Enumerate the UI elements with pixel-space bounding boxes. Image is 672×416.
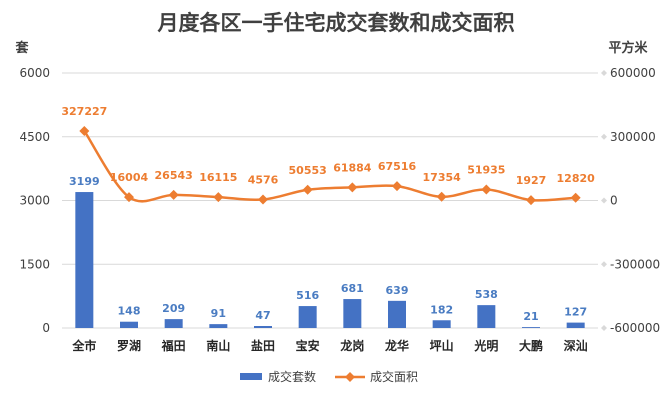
bar xyxy=(566,322,585,328)
bar xyxy=(298,306,317,328)
line-value-label: 17354 xyxy=(423,171,462,184)
line-point xyxy=(168,189,179,200)
line-point xyxy=(481,184,492,195)
left-axis-unit: 套 xyxy=(14,40,29,56)
legend-bar-label: 成交套数 xyxy=(268,369,316,384)
right-tick-marker xyxy=(601,133,607,140)
line-value-label: 1927 xyxy=(516,174,547,187)
right-tick-label: 600000 xyxy=(610,66,656,80)
bar xyxy=(343,299,362,328)
line-point xyxy=(347,182,358,193)
chart-title: 月度各区一手住宅成交套数和成交面积 xyxy=(157,11,515,35)
line-point xyxy=(526,195,536,206)
bar-value-label: 3199 xyxy=(69,175,100,188)
bar xyxy=(477,305,496,328)
line-point xyxy=(258,194,268,205)
bar-value-label: 21 xyxy=(523,310,538,323)
right-tick-marker xyxy=(601,70,607,76)
line-point xyxy=(436,191,447,202)
line-point xyxy=(392,181,402,192)
category-label: 龙华 xyxy=(385,338,409,353)
bar-value-label: 681 xyxy=(341,282,364,295)
category-label: 龙岗 xyxy=(340,338,364,353)
line-point xyxy=(124,192,134,203)
category-label: 盐田 xyxy=(251,338,275,353)
category-label: 罗湖 xyxy=(117,338,141,353)
bar xyxy=(254,326,272,328)
category-labels: 全市 罗湖 福田 南山 盐田 宝安 龙岗 龙华 坪山 光明 大鹏 深汕 xyxy=(71,338,587,353)
bar-value-label: 516 xyxy=(296,289,319,302)
category-label: 全市 xyxy=(71,338,96,353)
category-label: 深汕 xyxy=(564,338,588,353)
line-point xyxy=(570,192,581,203)
left-axis-ticks: 0 1500 3000 4500 6000 xyxy=(19,66,50,335)
line-value-label: 4576 xyxy=(248,174,279,187)
category-label: 南山 xyxy=(206,338,230,353)
category-label: 宝安 xyxy=(296,338,320,353)
right-tick-label: -300000 xyxy=(610,257,660,271)
left-tick-label: 6000 xyxy=(19,66,50,80)
category-label: 光明 xyxy=(473,338,498,353)
bar-value-label: 91 xyxy=(211,307,226,320)
line-value-label: 51935 xyxy=(467,163,505,176)
bar-series: 3199 148 209 91 47 516 681 639 182 538 21 127 xyxy=(69,175,587,328)
bar xyxy=(209,324,228,328)
category-label: 大鹏 xyxy=(519,338,543,353)
line-point xyxy=(213,192,224,203)
bar xyxy=(432,320,451,328)
bar-value-label: 182 xyxy=(430,303,453,316)
bar xyxy=(75,192,94,328)
bar xyxy=(164,319,183,328)
line-series: 327227 16004 26543 16115 4576 50553 61884 67516… xyxy=(61,105,596,206)
right-tick-label: 0 xyxy=(610,194,618,208)
line-value-label: 16115 xyxy=(199,171,237,184)
bar-value-label: 209 xyxy=(162,302,185,315)
category-label: 坪山 xyxy=(430,338,454,353)
line-value-label: 12820 xyxy=(557,172,596,185)
bar xyxy=(522,327,540,328)
right-axis-unit: 平方米 xyxy=(608,40,648,56)
right-axis-ticks: -600000 -300000 0 300000 600000 xyxy=(601,66,660,335)
bar-value-label: 47 xyxy=(255,309,270,322)
category-label: 福田 xyxy=(161,338,186,353)
right-tick-label: -600000 xyxy=(610,321,660,335)
line-value-label: 50553 xyxy=(289,164,327,177)
bar-value-label: 538 xyxy=(475,288,498,301)
right-tick-marker xyxy=(601,325,607,331)
legend: 成交套数 成交面积 xyxy=(240,369,418,384)
right-tick-label: 300000 xyxy=(610,130,656,144)
left-tick-label: 4500 xyxy=(19,130,50,144)
line-value-label: 67516 xyxy=(378,160,417,173)
line-value-label: 26543 xyxy=(155,169,193,182)
left-tick-label: 0 xyxy=(42,321,50,335)
legend-line-marker xyxy=(345,372,355,382)
bar xyxy=(388,300,406,328)
line-point xyxy=(302,184,313,195)
line-value-label: 327227 xyxy=(61,105,107,118)
line-value-label: 61884 xyxy=(333,161,372,174)
legend-bar-swatch xyxy=(240,373,262,380)
line-value-label: 16004 xyxy=(110,171,149,184)
right-tick-marker xyxy=(601,197,607,204)
right-tick-marker xyxy=(601,261,607,268)
bar-value-label: 127 xyxy=(564,306,587,319)
bar-value-label: 639 xyxy=(386,284,409,297)
bar-value-label: 148 xyxy=(118,305,141,318)
left-tick-label: 1500 xyxy=(19,257,50,271)
line-point xyxy=(79,125,90,136)
left-tick-label: 3000 xyxy=(19,194,50,208)
legend-line-label: 成交面积 xyxy=(370,369,418,384)
bar xyxy=(120,321,138,328)
